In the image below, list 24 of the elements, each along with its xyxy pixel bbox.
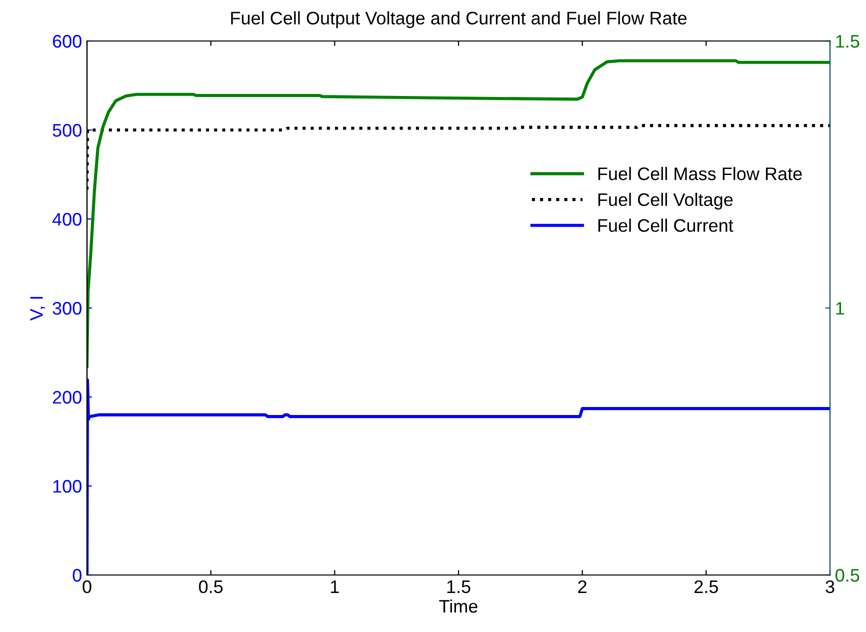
legend-label: Fuel Cell Voltage [598, 192, 733, 210]
y-tick-label: 200 [52, 390, 82, 404]
x-tick-label: 1.5 [447, 580, 470, 594]
x-tick-label: 2.5 [694, 580, 718, 594]
y2-tick-label: 1 [836, 302, 844, 315]
y-tick-label: 600 [52, 34, 82, 48]
y2-tick-label: 1.5 [836, 35, 860, 48]
y-tick-label: 400 [52, 212, 82, 226]
y-tick-label: 500 [52, 124, 82, 137]
y-axis-title: V, I [30, 296, 46, 321]
x-tick-label: 3 [826, 580, 834, 594]
x-tick-label: 2 [578, 580, 586, 593]
y-tick-label: 0 [72, 568, 82, 582]
x-tick-label: 0.5 [198, 580, 223, 594]
legend-label: Fuel Cell Current [598, 218, 734, 232]
y-tick-label: 100 [53, 480, 82, 493]
chart-title: Fuel Cell Output Voltage and Current and Fuel Flow Rate [231, 11, 687, 28]
y-tick-label: 300 [52, 302, 82, 315]
line-series [87, 59, 830, 368]
x-tick-label: 0 [82, 580, 92, 594]
x-axis-title: Time [439, 599, 478, 613]
legend-label: Fuel Cell Mass Flow Rate [598, 166, 802, 180]
x-tick-label: 1 [331, 580, 339, 593]
y2-tick-label: 0.5 [836, 568, 860, 582]
